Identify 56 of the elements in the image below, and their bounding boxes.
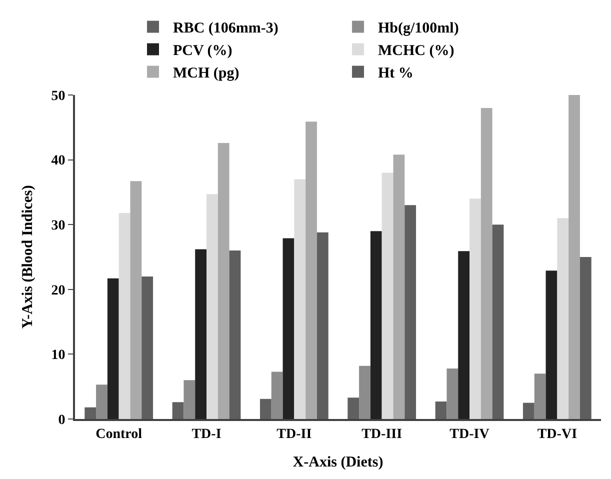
y-tick-label: 10 [51, 348, 66, 364]
bar [306, 122, 317, 419]
bar [568, 95, 580, 419]
bar [118, 212, 130, 419]
bar [534, 374, 546, 419]
legend-label: Ht % [378, 66, 414, 82]
x-tick-label: TD-VI [537, 426, 578, 442]
bar [316, 232, 328, 419]
x-tick-label: TD-I [192, 426, 222, 442]
bar [218, 142, 230, 419]
y-tick-label: 30 [51, 218, 66, 234]
y-tick-label: 50 [51, 88, 66, 104]
legend-label: PCV (%) [173, 43, 232, 60]
bar [446, 368, 458, 419]
bar [393, 154, 405, 419]
bar [370, 231, 382, 419]
bar [142, 276, 154, 419]
bar [359, 366, 370, 419]
bar [195, 249, 206, 419]
bar [580, 257, 592, 419]
x-tick-label: TD-III [362, 426, 402, 442]
bar [206, 194, 218, 419]
bar [435, 402, 447, 419]
x-axis-title: X-Axis (Diets) [292, 454, 384, 470]
bar [382, 172, 394, 419]
legend-label: MCH (pg) [173, 66, 240, 82]
bar [348, 398, 360, 419]
legend-label: RBC (106mm-3) [173, 20, 278, 37]
y-axis-title: Y-Axis (Blood Indices) [20, 185, 36, 329]
x-tick-label: TD-II [276, 426, 312, 442]
bar [557, 218, 569, 419]
bar [294, 179, 306, 419]
bar [546, 270, 558, 419]
legend-label: Hb(g/100ml) [378, 20, 459, 37]
bar [184, 380, 196, 419]
bar [522, 402, 534, 419]
bar [271, 372, 283, 419]
bar [470, 198, 481, 419]
y-tick-label: 40 [51, 154, 66, 169]
bar [229, 250, 241, 419]
bar [107, 278, 119, 419]
bar [480, 108, 492, 419]
x-tick-label: TD-IV [450, 426, 490, 442]
y-tick-label: 0 [58, 412, 66, 428]
bar [84, 407, 96, 419]
x-tick-label: Control [96, 426, 142, 442]
bar [96, 384, 108, 419]
bar [260, 398, 272, 419]
bar [172, 402, 184, 419]
bar [404, 205, 416, 419]
legend-label: MCHC (%) [378, 43, 454, 60]
bar [130, 181, 142, 419]
y-tick-label: 20 [51, 283, 66, 298]
bar [458, 251, 470, 419]
bar [492, 224, 504, 419]
bar [282, 238, 294, 419]
